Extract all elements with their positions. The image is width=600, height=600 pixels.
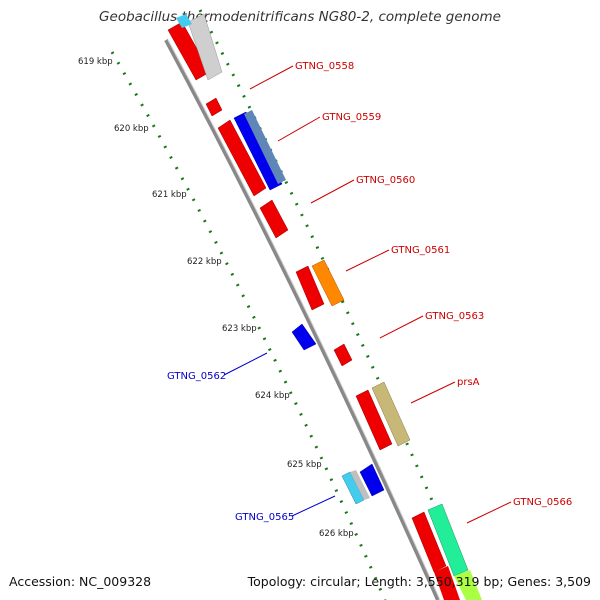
genome-backbone-highlight <box>167 39 441 600</box>
forward-gene-label-text: GTNG_0558 GTNG_0559 GTNG_0560 GTNG_0561 … <box>295 61 572 508</box>
ruler-label: 624 kbp <box>255 391 290 401</box>
label-leader <box>249 65 294 90</box>
gene-arrow-prsa-khaki[interactable] <box>371 381 411 447</box>
gene-arrow-prsa-red[interactable] <box>355 389 393 451</box>
gene-shade-gtng-0558 <box>187 13 223 81</box>
ruler-label: 620 kbp <box>114 124 149 134</box>
reverse-gene-label-text: GTNG_0562 GTNG_0565 <box>167 371 294 523</box>
label-leader <box>223 352 268 376</box>
forward-genes <box>167 13 482 600</box>
gene-label[interactable]: prsA <box>457 377 480 388</box>
reverse-gene-labels <box>223 352 336 517</box>
gene-arrow-small-1[interactable] <box>205 97 223 117</box>
ruler-label: 619 kbp <box>78 57 113 67</box>
label-leader <box>345 249 390 272</box>
gene-label[interactable]: GTNG_0561 <box>391 245 450 256</box>
gene-arrow-gtng-0566-green[interactable] <box>427 503 469 577</box>
gene-arrow-gtng-0561-red[interactable] <box>295 265 325 311</box>
accession-text: Accession: NC_009328 <box>9 574 152 589</box>
gene-arrow-bottom-lime[interactable] <box>454 570 482 600</box>
gene-arrow-gtng-0563[interactable] <box>333 343 353 367</box>
gene-label[interactable]: GTNG_0562 <box>167 371 226 382</box>
gene-arrow-gtng-0559[interactable] <box>217 119 267 197</box>
ruler-label: 626 kbp <box>319 529 354 539</box>
gene-arrow-gtng-0559-grey <box>244 110 286 184</box>
gene-arrow-gtng-0565-blue[interactable] <box>359 463 385 497</box>
ruler-label: 622 kbp <box>187 257 222 267</box>
gene-label[interactable]: GTNG_0566 <box>513 497 572 508</box>
reverse-genes <box>291 323 385 505</box>
ruler-label: 623 kbp <box>222 324 257 334</box>
gene-label[interactable]: GTNG_0559 <box>322 112 381 123</box>
gene-label[interactable]: GTNG_0558 <box>295 61 354 72</box>
gene-label[interactable]: GTNG_0560 <box>356 175 415 186</box>
label-leader <box>379 315 424 339</box>
gene-label[interactable]: GTNG_0563 <box>425 311 484 322</box>
gene-arrow-gtng-0565-grey <box>350 470 370 500</box>
gene-arrow-bottom-red[interactable] <box>434 566 460 600</box>
gene-arrow-gtng-0566-red[interactable] <box>411 511 447 573</box>
label-leader <box>277 116 321 142</box>
gene-arrow-gtng-0561-orange[interactable] <box>311 259 345 307</box>
ruler-label: 625 kbp <box>287 460 322 470</box>
forward-gene-labels <box>249 65 512 524</box>
genome-backbone <box>164 39 440 600</box>
gene-label[interactable]: GTNG_0565 <box>235 512 294 523</box>
gene-arrow-gtng-0559-blue[interactable] <box>233 111 283 191</box>
gene-arrow-gtng-0562[interactable] <box>291 323 317 351</box>
label-leader <box>310 179 355 204</box>
gene-arrow-gtng-0560[interactable] <box>259 199 289 239</box>
label-leader <box>410 381 456 404</box>
ruler-label: 621 kbp <box>152 190 187 200</box>
label-leader <box>466 501 512 524</box>
ruler-labels: 619 kbp 620 kbp 621 kbp 622 kbp 623 kbp … <box>78 57 354 539</box>
label-leader <box>291 495 336 517</box>
genome-summary-text: Topology: circular; Length: 3,550,319 bp… <box>247 574 591 589</box>
gene-top-gtng-0558 <box>176 14 192 28</box>
